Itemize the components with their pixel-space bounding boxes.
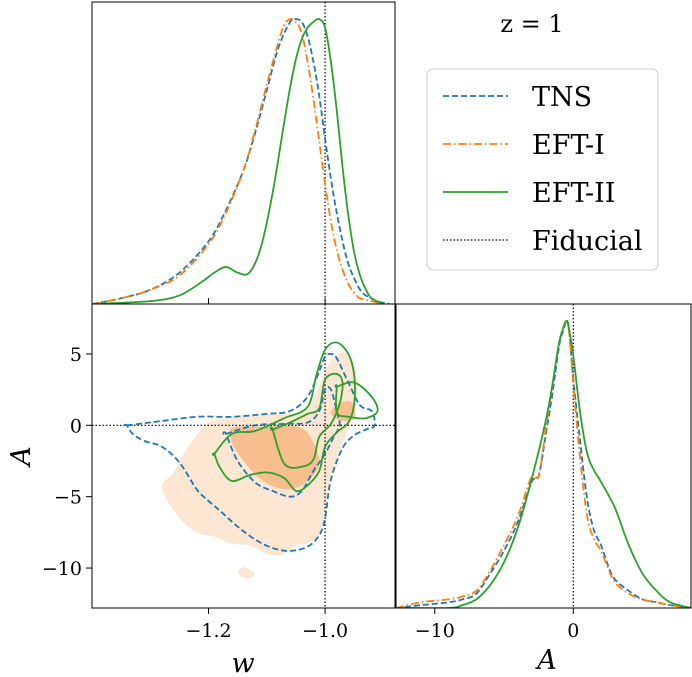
legend-entry-eft1: EFT-I <box>443 130 605 161</box>
A-marginal-tick-label-1: 0 <box>567 620 579 642</box>
w-axis-label: w <box>231 648 254 677</box>
panel-A-marginal-frame <box>395 303 692 609</box>
A-marginal-x-ticks: −10 0 <box>415 608 579 642</box>
A-axis-label: A <box>6 446 37 469</box>
legend-entry-tns: TNS <box>443 82 592 113</box>
A-tick-label-3: −10 <box>42 558 82 580</box>
legend-label-tns: TNS <box>532 82 592 113</box>
panel-w-marginal <box>91 1 396 305</box>
w-marginal-eft1-curve <box>92 18 384 304</box>
w-marginal-tns-curve <box>92 17 390 304</box>
legend-label-fiducial: Fiducial <box>532 226 643 257</box>
tns-outer-contour <box>123 352 376 552</box>
eft2-inner-contour <box>269 372 344 469</box>
panel-A-marginal: −10 0 A <box>395 303 692 676</box>
redshift-annotation: z = 1 <box>500 10 563 38</box>
A-marginal-tick-label-0: −10 <box>415 620 455 642</box>
A-tick-label-1: 0 <box>70 415 82 437</box>
legend-frame <box>426 68 659 271</box>
w-A-plot-area <box>92 304 395 608</box>
w-marginal-x-ticks <box>208 298 326 304</box>
A-tick-label-2: −5 <box>54 487 82 509</box>
A-marginal-tns-curve <box>396 320 691 608</box>
legend-entry-fiducial: Fiducial <box>443 226 643 257</box>
panel-w-A-contours: −1.2 −1.0 5 0 −5 −10 w A <box>6 303 396 677</box>
w-marginal-eft2-curve <box>92 17 384 304</box>
A-marginal-axis-label: A <box>534 645 557 676</box>
w-tick-label-1: −1.0 <box>302 620 348 642</box>
w-marginal-plot-area <box>92 2 390 304</box>
A-marginal-eft2-curve <box>396 319 691 608</box>
A-tick-label-0: 5 <box>70 344 82 366</box>
w-tick-label-0: −1.2 <box>185 620 231 642</box>
legend-entry-eft2: EFT-II <box>443 178 615 209</box>
A-marginal-plot-area <box>396 304 691 608</box>
A-marginal-eft1-curve <box>396 320 691 608</box>
legend-label-eft2: EFT-II <box>532 178 615 209</box>
eft1-outer-blob <box>237 566 256 579</box>
eft1-inner-region <box>229 425 320 490</box>
legend-label-eft1: EFT-I <box>532 130 605 161</box>
w-A-x-ticks: −1.2 −1.0 <box>185 608 348 642</box>
legend: TNS EFT-I EFT-II Fiducial <box>426 68 659 271</box>
eft2-outer-lobe-contour <box>334 381 379 420</box>
panel-w-A-frame <box>91 303 396 609</box>
panel-w-marginal-frame <box>91 1 396 305</box>
w-A-y-ticks: 5 0 −5 −10 <box>42 344 92 580</box>
eft2-outer-contour <box>211 341 356 493</box>
tns-inner-contour <box>222 386 341 498</box>
